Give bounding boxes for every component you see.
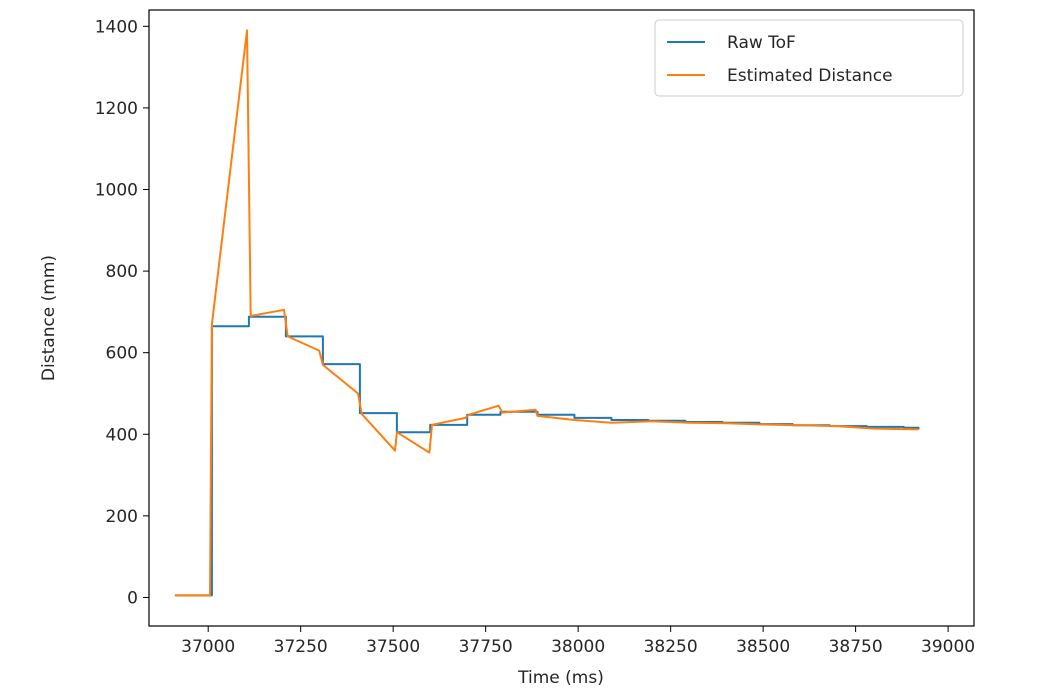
y-tick-label: 800 bbox=[106, 262, 138, 282]
legend-box bbox=[654, 19, 964, 97]
y-tick-label: 400 bbox=[106, 425, 138, 445]
series-line-1 bbox=[174, 29, 919, 597]
plot-frame bbox=[148, 9, 975, 627]
x-tick-label: 38500 bbox=[736, 637, 790, 657]
x-axis-label: Time (ms) bbox=[517, 668, 604, 688]
x-tick-label: 38000 bbox=[551, 637, 605, 657]
x-tick-label: 37000 bbox=[181, 637, 235, 657]
legend-label: Raw ToF bbox=[727, 33, 796, 53]
x-tick-label: 39000 bbox=[921, 637, 975, 657]
x-tick-label: 38250 bbox=[644, 637, 698, 657]
x-tick-label: 38750 bbox=[829, 637, 883, 657]
legend: Raw ToF Estimated Distance bbox=[654, 19, 964, 97]
y-tick-label: 200 bbox=[106, 507, 138, 527]
x-axis: 37000 37250 37500 37750 38000 38250 38500 38750… bbox=[181, 626, 975, 657]
x-tick-label: 37750 bbox=[459, 637, 513, 657]
y-tick-label: 1000 bbox=[95, 180, 138, 200]
y-tick-label: 1400 bbox=[95, 17, 138, 37]
y-tick-label: 0 bbox=[127, 588, 138, 608]
y-axis-label: Distance (mm) bbox=[39, 255, 59, 381]
series-line-0 bbox=[174, 315, 920, 597]
series-layer bbox=[174, 29, 920, 597]
y-axis: 0 200 400 600 800 1000 1200 1400 bbox=[95, 17, 149, 608]
legend-label: Estimated Distance bbox=[727, 66, 893, 86]
y-tick-label: 1200 bbox=[95, 99, 138, 119]
x-tick-label: 37250 bbox=[274, 637, 328, 657]
y-tick-label: 600 bbox=[106, 344, 138, 364]
x-tick-label: 37500 bbox=[366, 637, 420, 657]
